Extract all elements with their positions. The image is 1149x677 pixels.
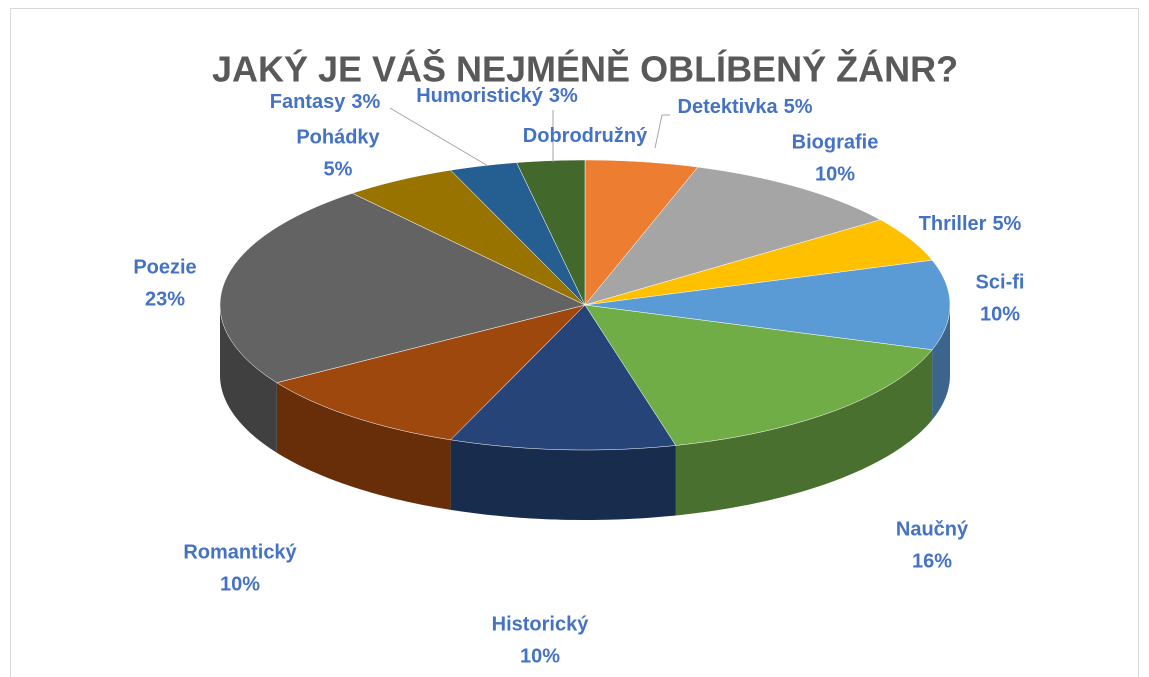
value-label: 10%	[220, 573, 260, 595]
value-label: 5%	[992, 213, 1021, 235]
leader-line	[654, 114, 670, 149]
slice-side	[220, 305, 277, 453]
slice-side-shade	[220, 305, 277, 453]
value-label: 3%	[549, 85, 578, 107]
value-label: 5%	[784, 96, 813, 118]
slice	[584, 219, 933, 306]
slice-side	[932, 305, 950, 420]
category-label: Historický	[492, 613, 590, 635]
value-label: 3%	[351, 91, 380, 113]
category-label: Dobrodružný	[523, 125, 648, 147]
data-label: Dobrodružný	[523, 125, 648, 147]
value-label: 10%	[815, 163, 855, 185]
slice-side-shade	[450, 439, 676, 520]
slice	[516, 159, 586, 306]
slice-side-shade	[276, 382, 451, 510]
value-label: 23%	[145, 288, 185, 310]
slice-side-shade	[932, 305, 950, 420]
value-label: 10%	[520, 645, 560, 667]
slice-side	[675, 349, 933, 516]
slice	[584, 304, 933, 446]
data-label: Detektivka 5%	[678, 96, 813, 118]
slice	[450, 162, 586, 306]
category-label: Thriller	[919, 213, 987, 235]
category-label: Romantický	[183, 541, 297, 563]
slice	[351, 169, 586, 306]
slice	[276, 304, 586, 441]
category-label: Humoristický	[416, 85, 544, 107]
slice-side	[450, 439, 676, 520]
data-label: Thriller 5%	[919, 213, 1022, 235]
slice	[584, 159, 699, 306]
value-label: 16%	[912, 550, 952, 572]
category-label: Pohádky	[296, 126, 380, 148]
category-label: Detektivka	[678, 96, 779, 118]
slice	[219, 193, 586, 383]
data-label: Fantasy 3%	[270, 91, 381, 113]
category-label: Poezie	[133, 256, 196, 278]
slice-side-shade	[675, 349, 933, 516]
value-label: 5%	[324, 158, 353, 180]
slice	[584, 259, 951, 351]
leader-line	[389, 107, 489, 167]
value-label: 10%	[980, 303, 1020, 325]
category-label: Sci-fi	[976, 271, 1025, 293]
slice-side	[276, 382, 451, 510]
pie	[219, 159, 951, 520]
slice	[584, 166, 881, 306]
chart-title: JAKÝ JE VÁŠ NEJMÉNĚ OBLÍBENÝ ŽÁNR?	[212, 48, 958, 90]
data-label: Humoristický 3%	[416, 85, 578, 107]
category-label: Biografie	[792, 131, 879, 153]
slice	[450, 304, 677, 451]
category-label: Naučný	[896, 518, 969, 540]
category-label: Fantasy	[270, 91, 346, 113]
